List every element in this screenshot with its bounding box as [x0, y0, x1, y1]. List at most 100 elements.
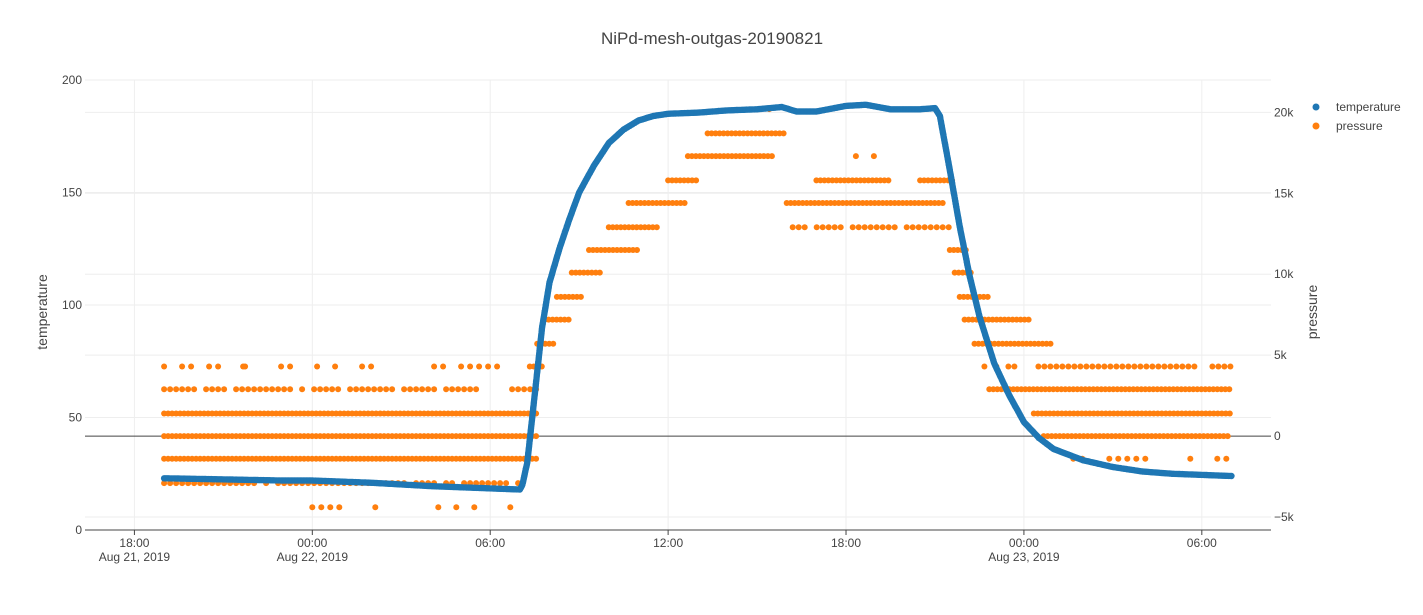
pressure-point [693, 177, 700, 184]
pressure-point [161, 480, 168, 487]
pressure-point [1124, 455, 1131, 462]
pressure-point [837, 224, 844, 231]
pressure-point [389, 386, 396, 393]
pressure-point [873, 224, 880, 231]
y-tick-label: 150 [62, 186, 82, 200]
pressure-point [281, 386, 288, 393]
pressure-point [1143, 363, 1150, 370]
pressure-point [653, 224, 660, 231]
pressure-point [825, 224, 832, 231]
y-tick-label: 50 [69, 411, 83, 425]
pressure-point [909, 224, 916, 231]
chart-title: NiPd-mesh-outgas-20190821 [601, 29, 823, 48]
pressure-point [903, 224, 910, 231]
pressure-point [1125, 363, 1132, 370]
pressure-point [467, 386, 474, 393]
y-tick-label: 200 [62, 73, 82, 87]
pressure-point [939, 224, 946, 231]
pressure-point [507, 504, 514, 511]
pressure-point [1137, 363, 1144, 370]
pressure-point [921, 224, 928, 231]
pressure-point [287, 386, 294, 393]
pressure-point [368, 363, 375, 370]
legend[interactable]: temperature pressure [1312, 100, 1402, 133]
y2-tick-label: 10k [1274, 267, 1294, 281]
pressure-point [179, 386, 186, 393]
x-tick-label: 00:00 [297, 536, 327, 550]
pressure-point [233, 386, 240, 393]
pressure-point [945, 224, 952, 231]
pressure-point [1161, 363, 1168, 370]
pressure-point [221, 386, 228, 393]
pressure-point [533, 455, 540, 462]
pressure-point [1209, 363, 1216, 370]
x-tick-label: 18:00 [831, 536, 861, 550]
y2-tick-label: 0 [1274, 429, 1281, 443]
pressure-point [275, 386, 282, 393]
pressure-point [1106, 455, 1113, 462]
x-tick-label: 06:00 [1187, 536, 1217, 550]
pressure-point [1149, 363, 1156, 370]
pressure-point [359, 363, 366, 370]
pressure-point [831, 224, 838, 231]
pressure-point [509, 386, 516, 393]
pressure-point [167, 480, 174, 487]
pressure-point [1167, 363, 1174, 370]
pressure-point [915, 224, 922, 231]
pressure-point [471, 504, 478, 511]
pressure-point [1077, 363, 1084, 370]
pressure-point [1221, 363, 1228, 370]
pressure-point [215, 363, 222, 370]
legend-item-temperature[interactable]: temperature [1312, 100, 1402, 114]
legend-label-pressure: pressure [1336, 119, 1383, 133]
legend-item-pressure[interactable]: pressure [1312, 119, 1384, 133]
pressure-point [491, 480, 498, 487]
pressure-point [431, 386, 438, 393]
pressure-point [1005, 363, 1012, 370]
temperature-series [160, 101, 1235, 493]
pressure-point [443, 386, 450, 393]
pressure-point [1214, 455, 1221, 462]
pressure-point [413, 386, 420, 393]
pressure-point [503, 480, 510, 487]
pressure-point [1047, 340, 1054, 347]
pressure-point [1011, 363, 1018, 370]
pressure-point [1101, 363, 1108, 370]
pressure-point [323, 386, 330, 393]
pressure-point [215, 386, 222, 393]
pressure-point [1224, 433, 1231, 440]
pressure-point [372, 504, 379, 511]
pressure-point [1041, 363, 1048, 370]
pressure-point [365, 386, 372, 393]
pressure-point [1179, 363, 1186, 370]
pressure-point [449, 386, 456, 393]
pressure-point [314, 363, 321, 370]
pressure-point [981, 363, 988, 370]
y2-tick-label: 15k [1274, 186, 1294, 200]
pressure-point [269, 386, 276, 393]
pressure-point [287, 363, 294, 370]
pressure-point [188, 363, 195, 370]
pressure-point [1187, 455, 1194, 462]
pressure-point [527, 386, 534, 393]
pressure-point [479, 480, 486, 487]
x-tick-date-label: Aug 22, 2019 [277, 550, 349, 564]
pressure-point [161, 386, 168, 393]
pressure-point [299, 386, 306, 393]
pressure-point [371, 386, 378, 393]
pressure-point [939, 200, 946, 206]
pressure-point [485, 363, 492, 370]
pressure-point [867, 224, 874, 231]
pressure-point [849, 224, 856, 231]
pressure-point [855, 224, 862, 231]
pressure-point [329, 386, 336, 393]
pressure-point [1107, 363, 1114, 370]
pressure-point [263, 386, 270, 393]
y-tick-label: 100 [62, 298, 82, 312]
pressure-point [317, 386, 324, 393]
pressure-point [278, 363, 285, 370]
pressure-point [347, 386, 354, 393]
pressure-point [440, 363, 447, 370]
